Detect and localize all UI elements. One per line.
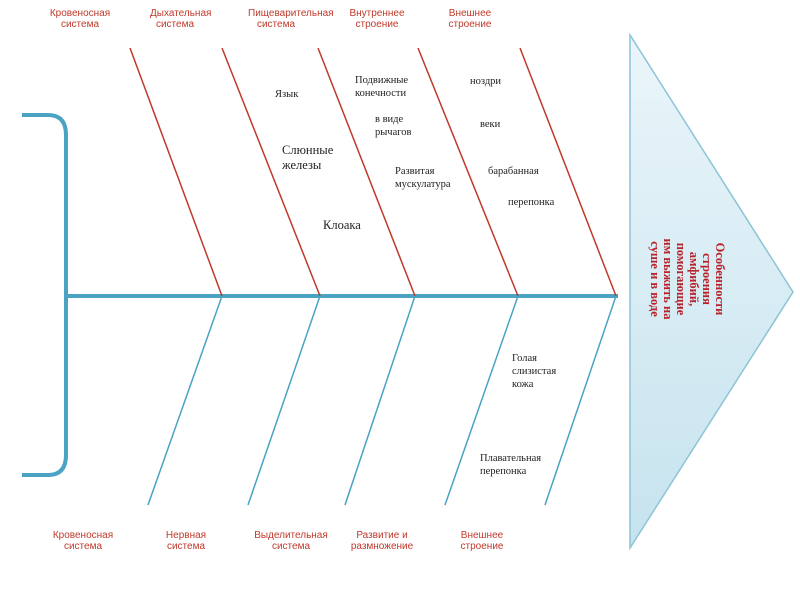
- item-tympanic: барабанная: [488, 166, 539, 177]
- item-swimming-membrane: Плавательная перепонка: [480, 453, 542, 477]
- bone-bottom-3: [344, 295, 416, 506]
- item-movable-limbs: Подвижные конечности: [355, 75, 409, 99]
- bone-bottom-4: [444, 295, 519, 506]
- top-category-1: Кровеносная система: [49, 8, 111, 30]
- item-tongue: Язык: [275, 89, 299, 100]
- top-category-4: Внутреннее строение: [349, 8, 405, 30]
- bottom-category-2: Нервная система: [165, 530, 207, 552]
- bottom-category-4: Развитие и размножение: [350, 530, 414, 552]
- bottom-category-5: Внешнее строение: [460, 530, 504, 552]
- top-category-3: Пищеварительная система: [248, 8, 334, 30]
- tail-bracket: [22, 113, 68, 477]
- bone-top-5: [519, 47, 617, 297]
- bone-bottom-1: [147, 295, 223, 506]
- item-membrane: перепонка: [508, 197, 555, 208]
- item-eyelids: веки: [480, 119, 501, 130]
- bone-bottom-5: [544, 295, 617, 506]
- head-title: Особенности строения амфибий, помогающие…: [648, 238, 727, 320]
- item-nostrils: ноздри: [470, 76, 502, 87]
- bone-top-3: [317, 47, 416, 297]
- item-bare-mucous-skin: Голая слизистая кожа: [512, 353, 557, 390]
- item-salivary-glands: Слюнные железы: [282, 143, 334, 172]
- bone-top-2: [221, 47, 321, 297]
- bottom-category-1: Кровеносная система: [52, 530, 114, 552]
- bone-top-1: [129, 47, 223, 297]
- bone-top-4: [417, 47, 519, 297]
- fish-head: [629, 32, 794, 551]
- bottom-category-3: Выделительная система: [254, 530, 328, 552]
- item-cloaca: Клоака: [323, 218, 361, 232]
- top-category-2: Дыхательная система: [150, 8, 212, 30]
- item-lever-form: в виде рычагов: [375, 114, 412, 138]
- top-category-5: Внешнее строение: [448, 8, 492, 30]
- item-developed-muscles: Развитая мускулатура: [395, 166, 451, 190]
- bone-bottom-2: [247, 295, 321, 506]
